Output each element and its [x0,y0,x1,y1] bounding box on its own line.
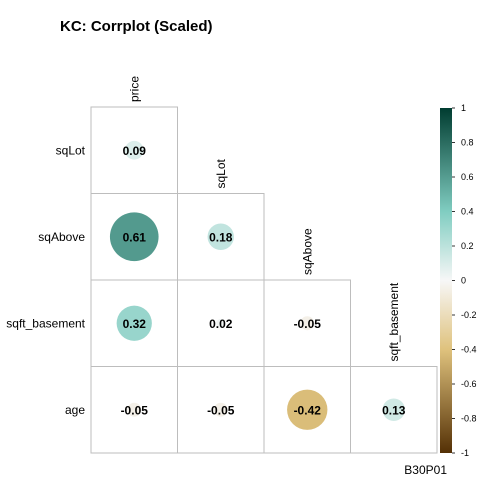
corr-circle [127,402,142,417]
colorbar-gradient [440,108,452,453]
colorbar-tick-label: 0 [461,276,466,286]
corr-circle [216,318,226,328]
corr-coef-label: 0.61 [123,230,147,244]
col-label: sqLot [214,158,228,188]
corr-circle [287,389,328,430]
corr-coef-label: 0.32 [123,317,147,331]
corr-coefficients: 0.09 0.61 0.18 0.32 0.02 -0.05 -0.05 -0.05 -0.42… [121,144,406,418]
corr-grid [90,106,438,454]
corr-coef-label: 0.13 [382,403,406,417]
colorbar: 1 0.8 0.6 0.4 0.2 0 -0.2 -0.4 -0.6 -0.8 -1 [440,103,477,458]
corr-circle [116,305,152,341]
row-label: age [65,403,85,417]
chart-caption: B30P01 [404,463,447,477]
colorbar-tick-label: 0.6 [461,172,474,182]
corr-coef-label: 0.18 [209,230,233,244]
col-labels: price sqLot sqAbove sqft_basement [127,76,401,362]
colorbar-tick-label: -0.6 [461,379,477,389]
chart-title: KC: Corrplot (Scaled) [60,18,213,35]
corr-circle [213,402,228,417]
colorbar-tick-label: -1 [461,448,469,458]
row-label: sqft_basement [6,316,85,330]
colorbar-tick-label: -0.2 [461,310,477,320]
col-label: price [127,76,141,102]
cell-border [350,366,438,454]
colorbar-tick-label: -0.4 [461,345,477,355]
colorbar-tick-label: 1 [461,103,466,113]
corr-coef-label: 0.09 [123,144,147,158]
corr-circle [382,398,405,421]
colorbar-tick-label: 0.2 [461,241,474,251]
corr-coef-label: -0.42 [294,403,322,417]
row-label: sqLot [56,143,86,157]
col-label: sqAbove [300,228,314,275]
col-label: sqft_basement [387,282,401,361]
colorbar-tick-label: -0.8 [461,414,477,424]
colorbar-ticks: 1 0.8 0.6 0.4 0.2 0 -0.2 -0.4 -0.6 -0.8 -1 [452,103,477,458]
corr-circle [207,223,234,250]
colorbar-tick-label: 0.4 [461,207,474,217]
corr-coef-label: -0.05 [207,403,235,417]
corr-coef-label: -0.05 [294,317,322,331]
corr-coef-label: -0.05 [121,403,149,417]
corr-circles [109,140,405,430]
corr-circle [124,140,144,160]
corr-circle [109,212,159,262]
row-label: sqAbove [38,230,85,244]
corr-coef-label: 0.02 [209,317,233,331]
colorbar-tick-label: 0.8 [461,138,474,148]
corr-circle [300,316,315,331]
